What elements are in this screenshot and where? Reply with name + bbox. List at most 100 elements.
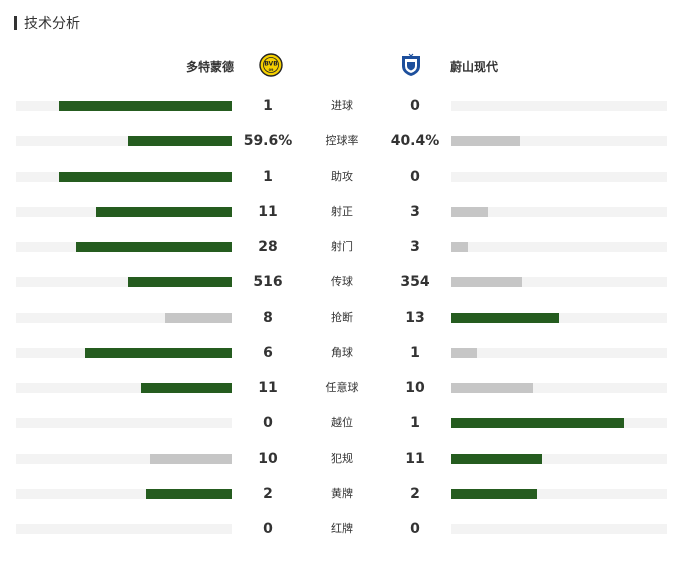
stat-label: 进球 [331, 99, 353, 112]
away-stat-value: 11 [405, 451, 425, 467]
stat-label: 红牌 [331, 522, 353, 535]
home-bar-track [16, 101, 232, 111]
home-stat-value: 1 [263, 98, 273, 114]
stat-row: 59.6% 控球率 40.4% [0, 132, 686, 152]
home-bar-track [16, 383, 232, 393]
home-bar-fill [141, 383, 232, 393]
away-bar-track [451, 172, 667, 182]
home-bar-fill [165, 313, 232, 323]
stat-label: 黄牌 [331, 487, 353, 500]
home-stat-value: 516 [253, 274, 283, 290]
home-bar-track [16, 313, 232, 323]
stat-label: 越位 [331, 416, 353, 429]
stat-label: 抢断 [331, 311, 353, 324]
stat-row: 516 传球 354 [0, 273, 686, 293]
stat-label: 射正 [331, 205, 353, 218]
section-title: 技术分析 [24, 16, 80, 32]
away-bar-fill [451, 136, 520, 146]
home-bar-track [16, 207, 232, 217]
home-stat-value: 1 [263, 169, 273, 185]
home-bar-track [16, 277, 232, 287]
away-stat-value: 2 [410, 486, 420, 502]
home-stat-value: 59.6% [243, 133, 293, 149]
section-marker [14, 16, 17, 30]
svg-text:BVB: BVB [264, 61, 278, 68]
home-bar-fill [128, 136, 232, 146]
stat-label: 射门 [331, 240, 353, 253]
home-bar-fill [146, 489, 232, 499]
home-bar-track [16, 489, 232, 499]
svg-text:09: 09 [269, 68, 274, 72]
away-bar-track [451, 101, 667, 111]
home-stat-value: 0 [263, 415, 273, 431]
stat-row: 11 射正 3 [0, 203, 686, 223]
away-bar-fill [451, 313, 559, 323]
away-team-name: 蔚山现代 [450, 60, 499, 74]
away-bar-fill [451, 277, 522, 287]
bvb-crest-icon: BVB 09 [259, 53, 283, 77]
home-bar-fill [150, 454, 232, 464]
home-bar-fill [96, 207, 232, 217]
home-bar-track [16, 242, 232, 252]
away-bar-track [451, 348, 667, 358]
away-stat-value: 354 [400, 274, 430, 290]
stat-row: 8 抢断 13 [0, 309, 686, 329]
home-bar-track [16, 348, 232, 358]
away-stat-value: 40.4% [390, 133, 440, 149]
away-bar-track [451, 383, 667, 393]
stat-row: 2 黄牌 2 [0, 485, 686, 505]
away-stat-value: 0 [410, 521, 420, 537]
away-bar-fill [451, 454, 542, 464]
home-bar-fill [128, 277, 232, 287]
ulsan-crest-icon [402, 53, 420, 76]
away-bar-track [451, 136, 667, 146]
home-stat-value: 8 [263, 310, 273, 326]
stat-label: 助攻 [331, 170, 353, 183]
home-stat-value: 2 [263, 486, 273, 502]
away-bar-track [451, 277, 667, 287]
away-stat-value: 0 [410, 169, 420, 185]
stat-label: 犯规 [331, 452, 353, 465]
away-bar-track [451, 207, 667, 217]
away-stat-value: 3 [410, 239, 420, 255]
away-bar-fill [451, 418, 624, 428]
team-header: 多特蒙德 BVB 09 蔚山现代 [0, 50, 686, 82]
away-stat-value: 1 [410, 415, 420, 431]
away-bar-fill [451, 383, 533, 393]
home-team-name: 多特蒙德 [185, 60, 234, 74]
away-bar-track [451, 454, 667, 464]
home-stat-value: 28 [258, 239, 278, 255]
stat-label: 角球 [331, 346, 353, 359]
home-stat-value: 0 [263, 521, 273, 537]
away-stat-value: 10 [405, 380, 425, 396]
away-bar-fill [451, 489, 537, 499]
away-bar-fill [451, 348, 477, 358]
stat-row: 1 进球 0 [0, 97, 686, 117]
home-stat-value: 11 [258, 380, 278, 396]
home-bar-track [16, 524, 232, 534]
stat-row: 10 犯规 11 [0, 450, 686, 470]
away-stat-value: 13 [405, 310, 425, 326]
home-bar-fill [59, 101, 232, 111]
home-bar-fill [59, 172, 232, 182]
home-stat-value: 11 [258, 204, 278, 220]
away-stat-value: 1 [410, 345, 420, 361]
home-bar-fill [85, 348, 232, 358]
home-stat-value: 10 [258, 451, 278, 467]
stat-label: 任意球 [325, 381, 359, 394]
home-bar-track [16, 454, 232, 464]
stat-label: 传球 [331, 275, 353, 288]
home-bar-track [16, 136, 232, 146]
stat-row: 0 红牌 0 [0, 520, 686, 540]
away-bar-track [451, 313, 667, 323]
away-bar-track [451, 524, 667, 534]
stat-row: 0 越位 1 [0, 414, 686, 434]
away-bar-fill [451, 207, 488, 217]
home-stat-value: 6 [263, 345, 273, 361]
stat-row: 28 射门 3 [0, 238, 686, 258]
home-bar-track [16, 418, 232, 428]
section-header: 技术分析 [14, 13, 80, 33]
away-bar-track [451, 489, 667, 499]
stat-row: 6 角球 1 [0, 344, 686, 364]
away-bar-track [451, 242, 667, 252]
